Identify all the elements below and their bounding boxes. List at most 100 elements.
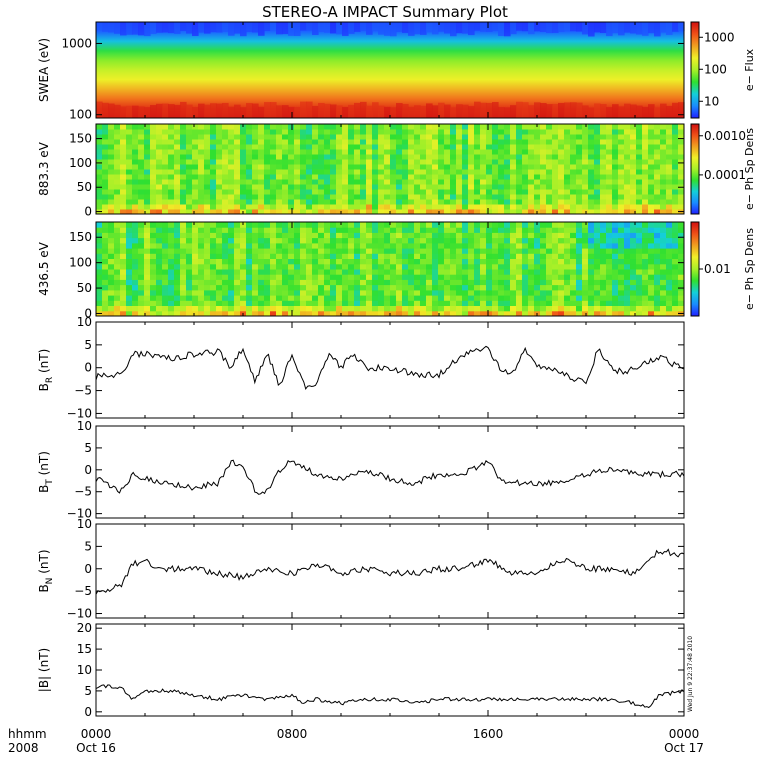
pad-436-cell: [198, 232, 205, 239]
pad-436-cell: [240, 289, 247, 296]
pad-436-cell: [264, 253, 271, 259]
pad-883-cell: [618, 159, 625, 165]
pad-883-cell: [540, 159, 547, 165]
pad-436-cell: [270, 289, 277, 296]
pad-883-cell: [402, 134, 409, 140]
pad-436-cell: [210, 227, 217, 233]
pad-436-cell: [144, 279, 151, 286]
pad-436-cell: [132, 222, 139, 228]
pad-436-cell: [192, 295, 199, 301]
pad-436-cell: [294, 305, 301, 312]
pad-883-cell: [246, 169, 253, 175]
pad-883-cell: [96, 189, 103, 195]
pad-436-cell: [432, 274, 439, 280]
pad-883-cell: [450, 194, 457, 200]
pad-883-cell: [438, 169, 445, 175]
pad-883-cell: [612, 179, 619, 185]
swea-high-energy-cell: [558, 22, 565, 32]
pad-436-cell: [540, 258, 547, 265]
pad-436-cell: [360, 237, 367, 244]
pad-436-cell: [228, 253, 235, 259]
swea-high-energy-cell: [492, 22, 499, 31]
bt-trace: [95, 459, 685, 495]
pad-883-cell: [636, 134, 643, 140]
pad-883-cell: [270, 154, 277, 160]
pad-436-cell: [96, 237, 103, 244]
pad-883-cell: [588, 189, 595, 195]
pad-436-cell: [222, 253, 229, 259]
pad-436-cell: [534, 300, 541, 306]
pad-883-cell: [252, 179, 259, 185]
pad-883-cell: [180, 169, 187, 175]
pad-883-cell: [558, 194, 565, 200]
pad-436-cell: [558, 253, 565, 259]
pad-436-cell: [534, 242, 541, 249]
pad-883-cell: [642, 174, 649, 180]
pad-436-cell: [510, 222, 517, 228]
pad-883-cell: [198, 134, 205, 140]
pad-436-cell: [588, 253, 595, 259]
pad-436-cell: [510, 274, 517, 280]
pad-883-cell: [174, 144, 181, 150]
pad-436-cell: [318, 222, 325, 228]
pad-436-cell: [420, 305, 427, 312]
pad-883-cell: [300, 189, 307, 195]
pad-436-cell: [666, 295, 673, 301]
pad-883-cell: [282, 124, 289, 130]
pad-436-cell: [246, 305, 253, 312]
pad-883-cell: [450, 189, 457, 195]
pad-436-cell: [474, 232, 481, 239]
pad-883-cell: [132, 169, 139, 175]
pad-883-cell: [444, 174, 451, 180]
pad-883-cell: [186, 139, 193, 145]
pad-883-cell: [198, 159, 205, 165]
pad-883-cell: [672, 194, 679, 200]
pad-436-cell: [618, 310, 625, 317]
pad-436-cell: [510, 295, 517, 301]
pad-883-cell: [186, 194, 193, 200]
pad-883-cell: [552, 164, 559, 170]
pad-883-cell: [462, 179, 469, 185]
pad-883-cell: [492, 174, 499, 180]
pad-883-cell: [498, 139, 505, 145]
pad-436-cell: [336, 237, 343, 244]
pad-883-cell: [522, 179, 529, 185]
pad-883-cell: [288, 134, 295, 140]
pad-436-cell: [156, 253, 163, 259]
pad-883-cell: [432, 149, 439, 155]
pad-883-cell: [582, 124, 589, 130]
pad-436-cell: [378, 232, 385, 239]
pad-436-cell: [186, 269, 193, 275]
pad-436-cell: [396, 269, 403, 275]
pad-436-cell: [276, 289, 283, 296]
pad-436-cell: [570, 295, 577, 301]
pad-883-cell: [678, 169, 685, 175]
pad-883-cell: [390, 184, 397, 190]
pad-436-cell: [666, 258, 673, 265]
pad-883-cell: [396, 199, 403, 205]
pad-883-cell: [462, 199, 469, 205]
pad-883-cell: [606, 164, 613, 170]
pad-436-cell: [144, 289, 151, 296]
swea-high-energy-cell: [672, 22, 679, 32]
pad-883-cell: [594, 149, 601, 155]
pad-883-cell: [384, 174, 391, 180]
pad-883-cell: [300, 129, 307, 135]
pad-883-cell: [534, 159, 541, 165]
pad-436-cell: [486, 227, 493, 233]
pad-436-cell: [108, 295, 115, 301]
pad-883-cell: [198, 209, 205, 215]
pad-436-cell: [312, 279, 319, 286]
bt-ytick-label: 5: [84, 441, 92, 455]
pad-436-cell: [582, 295, 589, 301]
swea-heatmap: [96, 22, 685, 118]
pad-883-cell: [258, 209, 265, 215]
pad-883-cell: [330, 209, 337, 215]
pad-436-cell: [582, 289, 589, 296]
pad-436-cell: [516, 232, 523, 239]
pad-436-cell: [228, 242, 235, 249]
pad-436-cell: [438, 274, 445, 280]
swea-low-energy-cell: [618, 106, 625, 118]
pad-436-cell: [504, 242, 511, 249]
pad-883-cell: [366, 209, 373, 215]
